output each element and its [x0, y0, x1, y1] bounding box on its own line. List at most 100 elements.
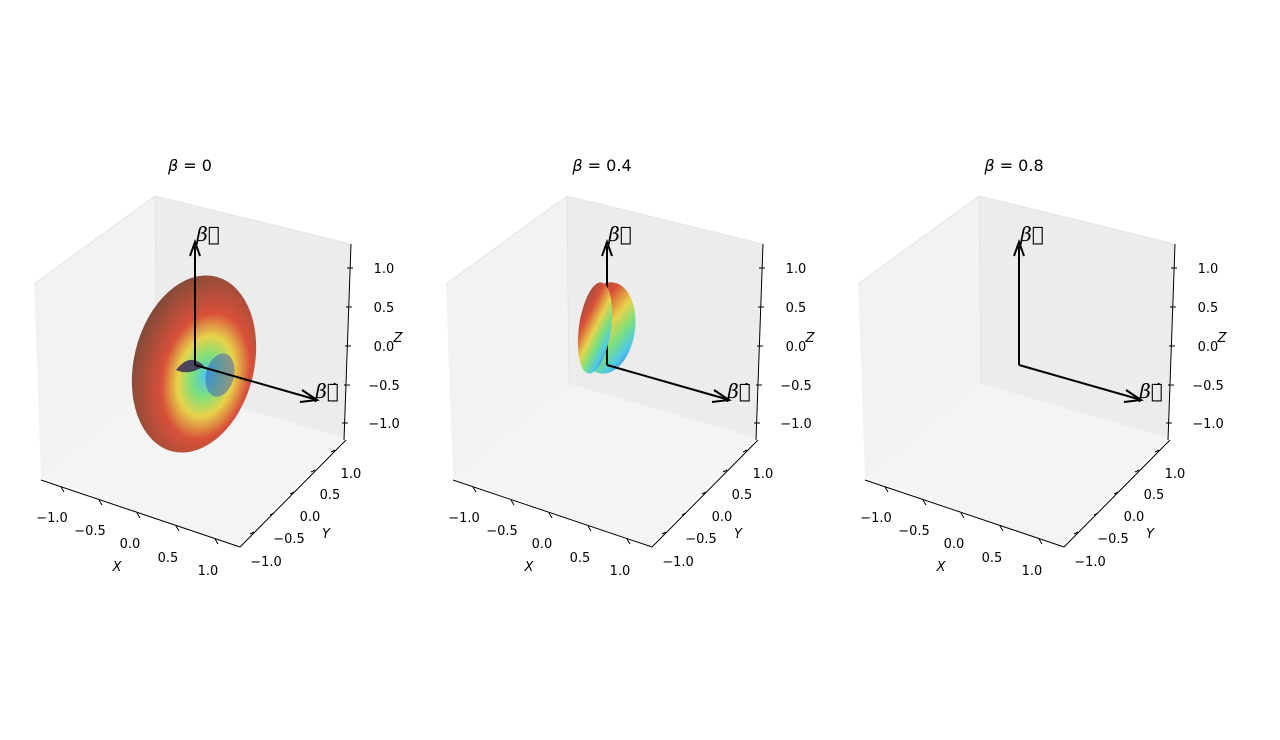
x-axis-line: [40, 479, 241, 548]
beta-dot-vector-head: [1123, 389, 1144, 403]
x-tick: [175, 525, 180, 532]
x-tick-label: −1.0: [860, 511, 892, 526]
beta-dot-vector-arrow: [194, 364, 315, 400]
y-axis-line: [651, 439, 759, 548]
y-axis-label: Y: [1146, 527, 1155, 542]
z-axis-line: [755, 243, 764, 441]
x-tick-label: 1.0: [198, 564, 219, 579]
y-tick-label: 1.0: [1165, 467, 1186, 482]
beta-dot-vector-label: β⃗̇: [1138, 379, 1163, 403]
y-tick: [681, 512, 687, 516]
beta-vector-label: β⃗: [607, 222, 632, 246]
y-tick: [1134, 469, 1140, 473]
y-tick: [1154, 449, 1160, 453]
pane-edge: [978, 195, 982, 385]
subplot-title: β = 0: [167, 156, 212, 175]
x-tick-label: −0.5: [898, 524, 930, 539]
x-tick-label: −1.0: [36, 511, 68, 526]
title-value: 0: [202, 156, 212, 175]
z-tick-label: −0.5: [780, 379, 812, 394]
beta-vector-label: β⃗: [1019, 222, 1044, 246]
y-tick: [1093, 512, 1099, 516]
z-tick-label: 0.5: [1198, 301, 1219, 316]
pane-left: [446, 196, 569, 478]
z-axis-line: [1167, 243, 1176, 441]
x-tick: [472, 486, 477, 493]
z-axis-label: Z: [1217, 331, 1228, 346]
subplot-2: −1.0−0.50.00.51.0X −1.0−0.50.00.51.0Y1.00…: [445, 156, 816, 579]
y-tick: [742, 449, 748, 453]
y-tick-label: −1.0: [250, 555, 282, 570]
pane-left: [34, 196, 157, 478]
beta-dot-vector-head: [299, 389, 320, 403]
y-tick: [701, 491, 707, 495]
x-tick: [922, 499, 927, 506]
y-axis-line: [1063, 439, 1171, 548]
y-tick: [1073, 531, 1079, 535]
x-tick: [1038, 538, 1043, 545]
title-symbol: β: [167, 156, 178, 175]
beta-dot-vector-label: β⃗̇: [726, 379, 751, 403]
x-axis-label: X: [524, 560, 535, 575]
z-tick-label: 0.0: [374, 340, 395, 355]
pane-back: [979, 196, 1175, 438]
x-tick-label: −0.5: [486, 524, 518, 539]
y-tick: [310, 469, 316, 473]
y-tick-label: 0.5: [320, 488, 341, 503]
beta-vector-head: [601, 239, 613, 257]
pane-floor: [453, 384, 756, 546]
z-axis-line: [343, 243, 352, 441]
surface-pinch: [176, 359, 204, 373]
y-tick-label: 0.0: [1124, 510, 1145, 525]
subplot-1: −1.0−0.50.00.51.0X −1.0−0.50.00.51.0Y1.00…: [33, 156, 404, 579]
z-axis-label: Z: [393, 331, 404, 346]
y-tick-label: 0.0: [712, 510, 733, 525]
y-tick-label: 1.0: [341, 467, 362, 482]
z-tick-label: 0.0: [786, 340, 807, 355]
beta-dot-vector-label: β⃗̇: [314, 379, 339, 403]
surface-inner: [205, 353, 235, 397]
y-tick-label: −0.5: [1097, 532, 1129, 547]
title-value: 0.8: [1018, 156, 1043, 175]
y-tick: [661, 531, 667, 535]
beta-vector-head: [189, 239, 201, 257]
y-tick: [1113, 491, 1119, 495]
x-tick: [98, 499, 103, 506]
x-tick-label: 1.0: [1022, 564, 1043, 579]
z-tick-label: −0.5: [368, 379, 400, 394]
beta-dot-vector-arrow: [1018, 364, 1139, 400]
x-tick: [136, 512, 141, 519]
x-axis-label: X: [936, 560, 947, 575]
z-tick-label: 0.0: [1198, 340, 1219, 355]
y-tick-label: −1.0: [1074, 555, 1106, 570]
y-tick-label: 1.0: [753, 467, 774, 482]
subplot-title: β = 0.4: [571, 156, 631, 175]
x-tick-label: 1.0: [610, 564, 631, 579]
x-tick-label: −1.0: [448, 511, 480, 526]
pane-back: [567, 196, 763, 438]
x-tick: [884, 486, 889, 493]
radiation-surface: [577, 282, 613, 374]
x-tick: [510, 499, 515, 506]
y-tick: [249, 531, 255, 535]
x-tick-label: 0.0: [120, 537, 141, 552]
x-tick: [214, 538, 219, 545]
y-tick-label: −1.0: [662, 555, 694, 570]
z-tick-label: 0.5: [786, 301, 807, 316]
pane-floor: [41, 384, 344, 546]
x-tick: [548, 512, 553, 519]
title-equals: =: [178, 156, 202, 175]
y-tick-label: −0.5: [685, 532, 717, 547]
z-tick-label: −1.0: [368, 417, 400, 432]
x-tick: [626, 538, 631, 545]
title-equals: =: [995, 156, 1019, 175]
title-symbol: β: [983, 156, 994, 175]
x-axis-line: [452, 479, 653, 548]
z-tick-label: −0.5: [1192, 379, 1224, 394]
x-axis-line: [864, 479, 1065, 548]
z-tick-label: 0.5: [374, 301, 395, 316]
z-tick-label: −1.0: [780, 417, 812, 432]
x-tick: [60, 486, 65, 493]
y-tick: [289, 491, 295, 495]
